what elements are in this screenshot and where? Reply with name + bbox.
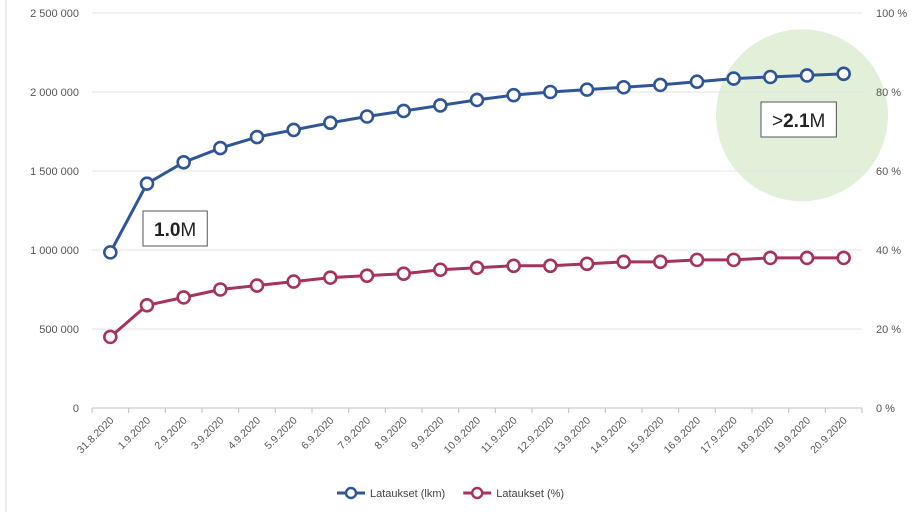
legend-label: Lataukset (lkm) [370, 488, 445, 500]
series-2-point [249, 278, 265, 293]
series-1-point [139, 176, 155, 191]
series-1-point [286, 122, 301, 138]
y-right-tick-label: 100 % [876, 8, 907, 20]
series-1-point [653, 77, 668, 93]
y-right-tick-label: 80 % [876, 87, 901, 99]
series-2-point [396, 266, 411, 282]
x-tick-label: 5.9.2020 [262, 415, 299, 452]
series-1-point [323, 115, 338, 131]
x-tick-label: 6.9.2020 [299, 415, 336, 452]
y-left-tick-label: 500 000 [39, 324, 79, 336]
series-2-point [836, 250, 851, 266]
series-2-point [469, 260, 485, 276]
annotation-box [142, 210, 208, 247]
series-1-point [689, 74, 705, 90]
series-2-point [103, 329, 118, 345]
legend-label: Lataukset (%) [496, 488, 564, 500]
series-1-point [763, 69, 778, 85]
series-2-point [433, 262, 448, 278]
x-tick-label: 11.9.2020 [479, 415, 520, 456]
series-2-point [653, 254, 668, 270]
y-right-tick-label: 0 % [876, 403, 895, 415]
series-2-point [176, 290, 191, 305]
series-1-point [836, 66, 851, 82]
series-1-point [249, 129, 265, 145]
series-2-point [286, 274, 301, 289]
x-tick-label: 31.8.2020 [75, 415, 117, 457]
series-1-point [396, 103, 411, 119]
series-2-point [799, 250, 815, 266]
x-tick-label: 10.9.2020 [442, 415, 484, 457]
series-2-point [579, 256, 595, 272]
x-tick-label: 15.9.2020 [625, 415, 667, 457]
y-left-tick-label: 0 [73, 403, 79, 415]
x-tick-label: 9.9.2020 [409, 415, 446, 452]
series-2-point [359, 268, 375, 283]
y-left-tick-label: 2 500 000 [30, 8, 79, 20]
x-tick-label: 14.9.2020 [588, 415, 630, 457]
series-2-point [689, 252, 705, 268]
x-tick-label: 18.9.2020 [735, 415, 777, 457]
series-2-point [213, 282, 228, 297]
series-2-point [139, 297, 155, 313]
series-2-point [506, 258, 521, 274]
series-1-point [213, 140, 228, 156]
x-tick-label: 17.9.2020 [698, 415, 740, 457]
y-left-tick-label: 1 000 000 [30, 245, 79, 257]
x-tick-label: 8.9.2020 [372, 415, 409, 452]
series-1-point [359, 109, 375, 124]
y-right-tick-label: 20 % [876, 324, 901, 336]
series-1-point [433, 98, 448, 113]
legend-swatch-marker [344, 486, 358, 500]
y-left-tick-label: 1 500 000 [30, 166, 79, 178]
annotation-label: 1.0M [154, 220, 196, 241]
series-2-point [763, 250, 778, 266]
x-tick-label: 20.9.2020 [808, 415, 850, 457]
x-tick-label: 13.9.2020 [552, 415, 594, 457]
x-tick-label: 1.9.2020 [116, 415, 153, 452]
legend-swatch-marker [471, 486, 484, 500]
y-left-tick-label: 2 000 000 [30, 87, 79, 99]
annotation-label: >2.1M [772, 111, 825, 132]
x-tick-label: 4.9.2020 [226, 415, 263, 452]
y-right-tick-label: 60 % [876, 166, 901, 178]
x-tick-label: 3.9.2020 [189, 415, 226, 452]
series-1-point [726, 71, 741, 86]
series-1-point [103, 245, 118, 260]
series-2-point [616, 254, 631, 270]
x-tick-label: 19.9.2020 [772, 415, 814, 457]
x-tick-label: 16.9.2020 [662, 415, 704, 457]
series-1-point [799, 68, 815, 83]
series-1-point [506, 87, 521, 103]
series-1-point [543, 84, 558, 100]
series-2-point [726, 252, 741, 268]
x-tick-label: 12.9.2020 [515, 415, 557, 457]
series-1-point [176, 155, 191, 170]
x-tick-label: 7.9.2020 [336, 415, 373, 452]
y-right-tick-label: 40 % [876, 245, 901, 257]
annotation-box [760, 101, 837, 138]
x-tick-label: 2.9.2020 [152, 415, 189, 452]
series-2-point [323, 270, 338, 285]
series-1-point [469, 92, 485, 108]
series-1-point [579, 82, 595, 97]
series-2-point [543, 258, 558, 274]
series-1-point [616, 79, 631, 95]
